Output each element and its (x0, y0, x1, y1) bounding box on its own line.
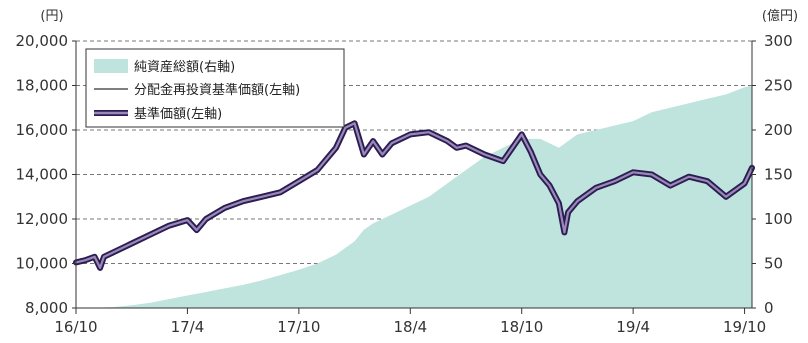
right-tick-label: 0 (764, 299, 774, 317)
left-tick-label: 12,000 (16, 210, 69, 228)
right-tick-label: 200 (764, 121, 793, 139)
x-tick-label: 18/10 (500, 318, 543, 336)
x-tick-label: 17/4 (171, 318, 205, 336)
left-tick-label: 20,000 (16, 32, 69, 50)
legend-label-nav: 基準価額(左軸) (134, 106, 222, 122)
x-tick-label: 18/4 (393, 318, 427, 336)
left-tick-label: 8,000 (25, 299, 68, 317)
right-axis-ticks: 0 50 100 150 200 250 300 (752, 32, 793, 317)
legend-swatch-net-assets (94, 59, 128, 73)
left-tick-label: 16,000 (16, 121, 69, 139)
net-assets-area-path (76, 85, 752, 308)
x-tick-label: 16/10 (54, 318, 97, 336)
left-axis-ticks: 8,000 10,000 12,000 14,000 16,000 18,000 20,00… (16, 32, 76, 317)
left-tick-label: 10,000 (16, 255, 69, 273)
left-axis-unit: (円) (40, 9, 63, 24)
legend: 純資産総額(右軸) 分配金再投資基準価額(左軸) 基準価額(左軸) (85, 48, 345, 128)
net-assets-area (76, 85, 752, 308)
legend-box (85, 48, 345, 128)
right-tick-label: 300 (764, 32, 793, 50)
x-axis-ticks: 16/10 17/4 17/10 18/4 18/10 19/4 19/10 (54, 308, 766, 336)
right-tick-label: 50 (764, 255, 783, 273)
nav-lines (73, 120, 755, 271)
nav-line (74, 122, 754, 269)
right-axis-unit: (億円) (762, 8, 798, 24)
right-tick-label: 250 (764, 77, 793, 95)
x-tick-label: 17/10 (277, 318, 320, 336)
left-tick-label: 18,000 (16, 77, 69, 95)
left-tick-label: 14,000 (16, 166, 69, 184)
right-tick-label: 100 (764, 210, 793, 228)
legend-label-reinvested: 分配金再投資基準価額(左軸) (134, 82, 300, 98)
x-tick-label: 19/4 (616, 318, 650, 336)
legend-label-net-assets: 純資産総額(右軸) (134, 59, 235, 75)
right-tick-label: 150 (764, 166, 793, 184)
x-tick-label: 19/10 (723, 318, 766, 336)
